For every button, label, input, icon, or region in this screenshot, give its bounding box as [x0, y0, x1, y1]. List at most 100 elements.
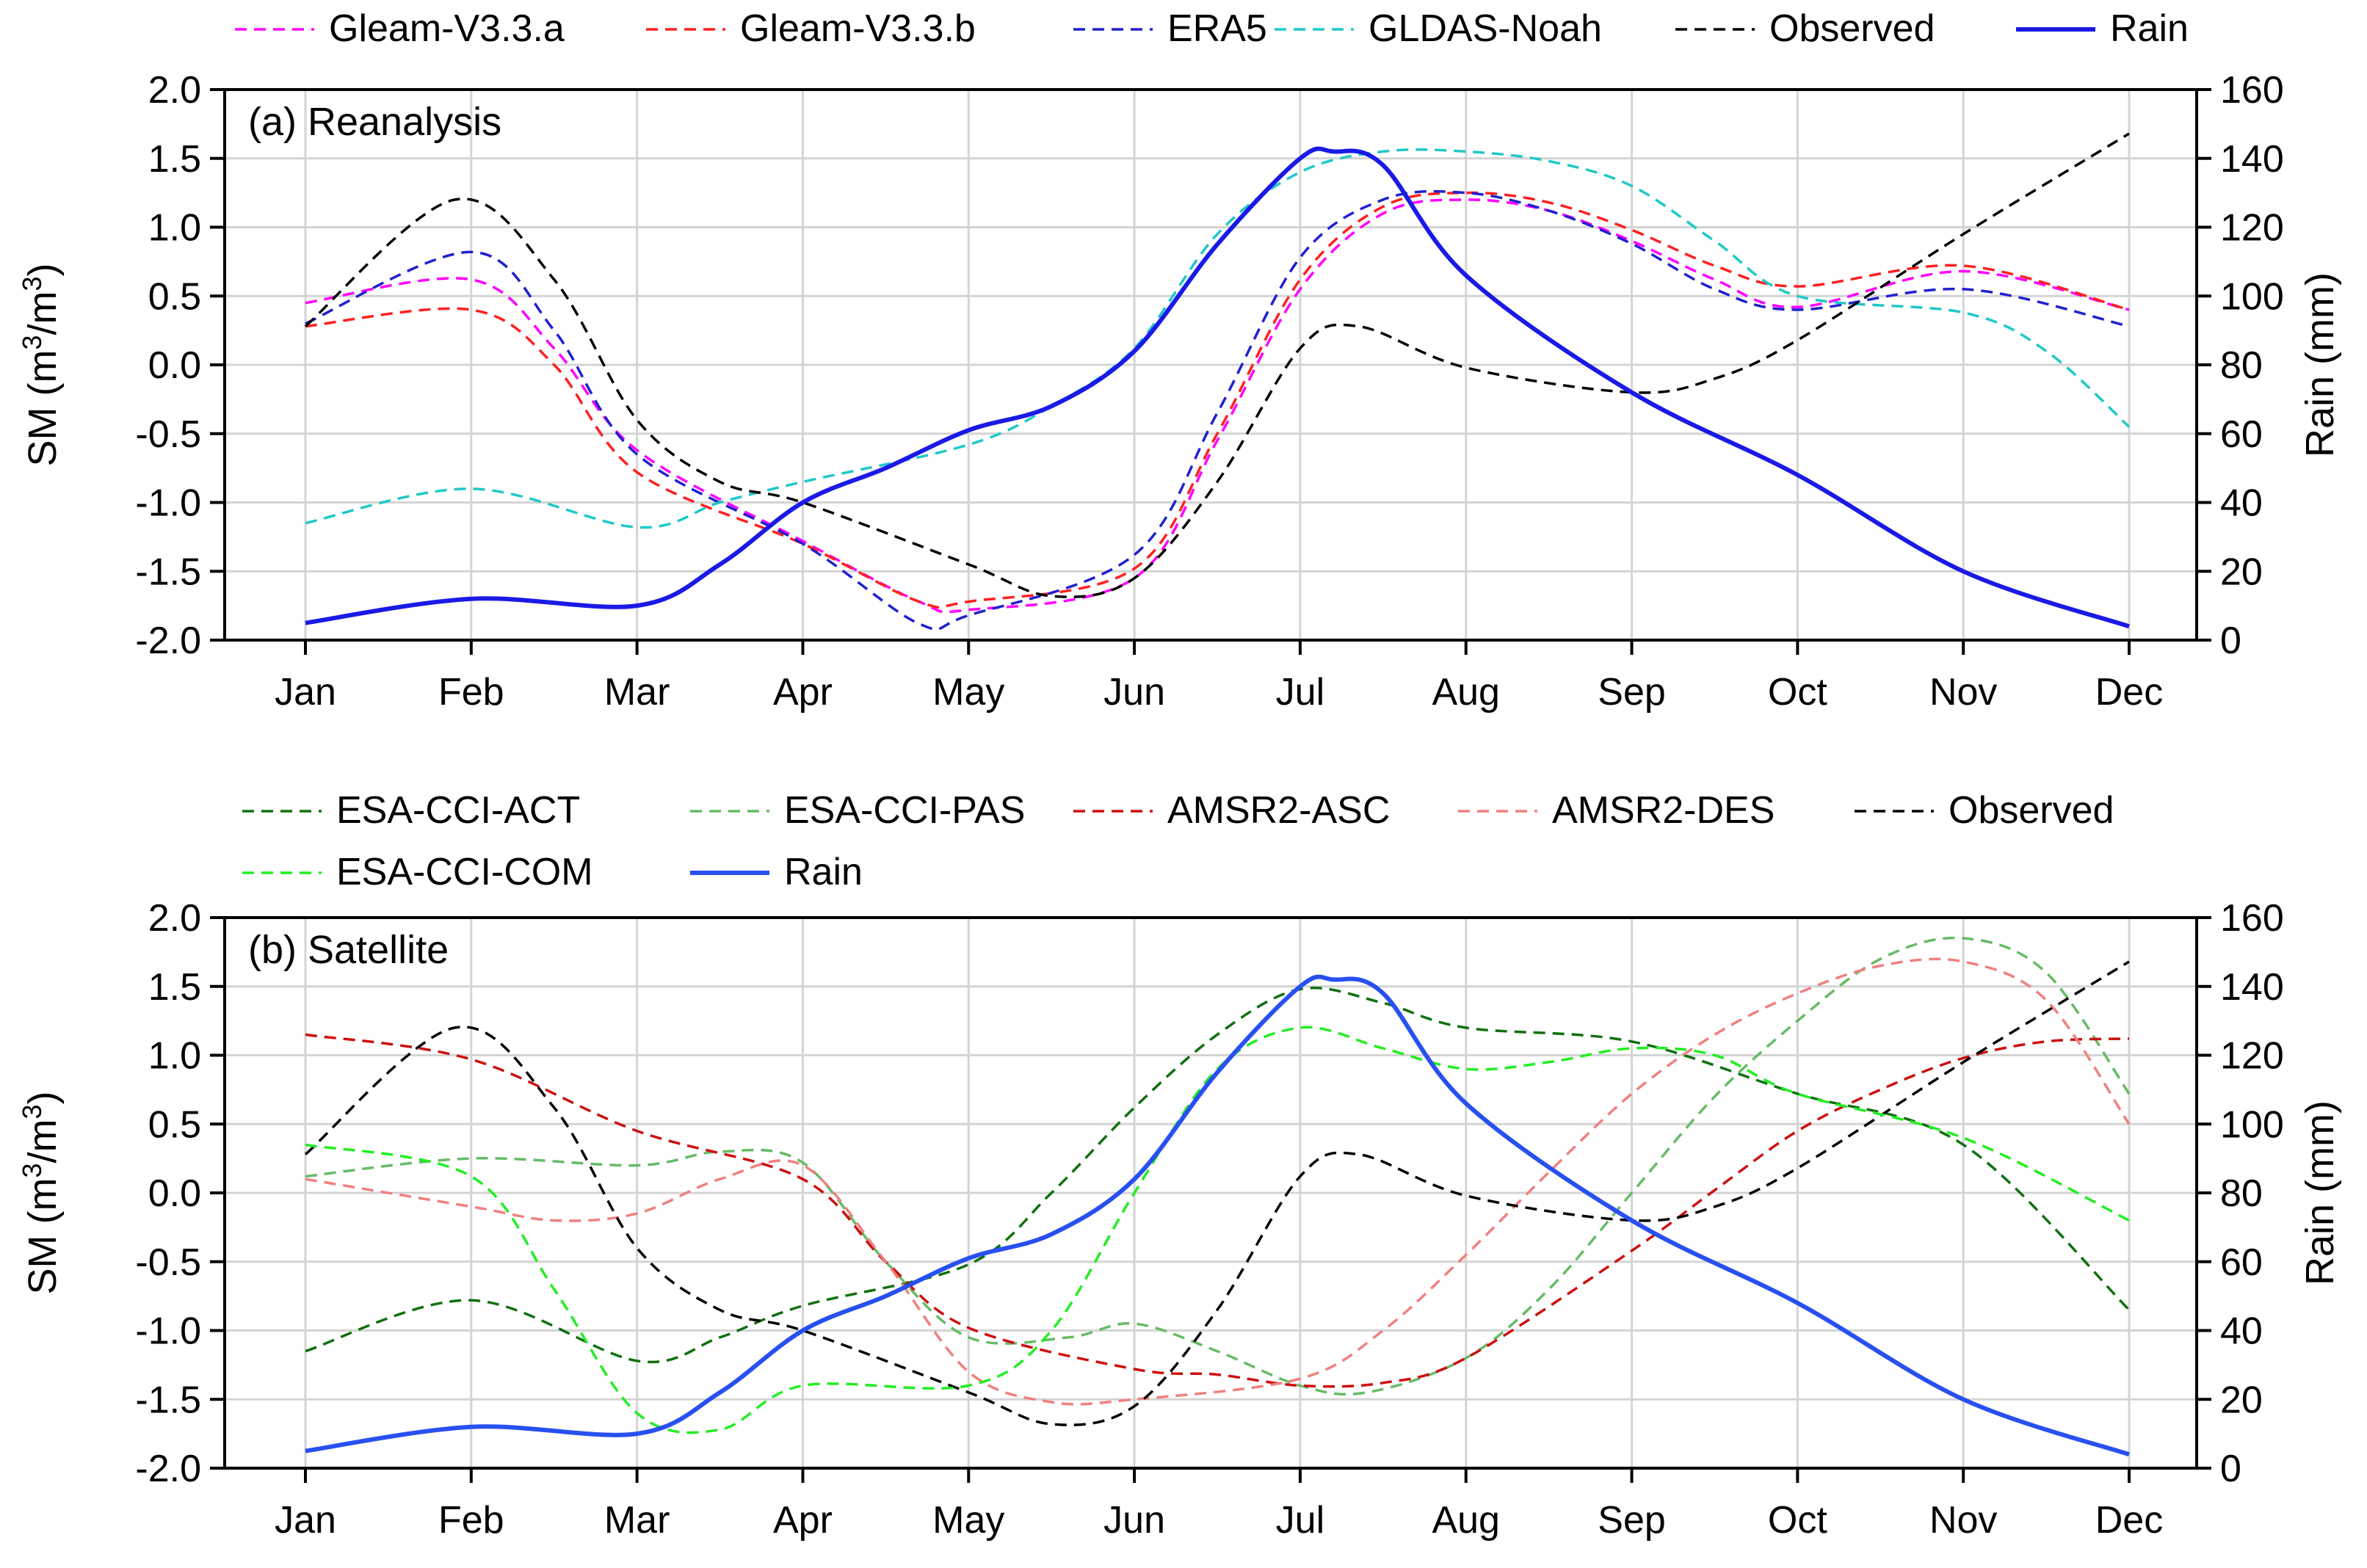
legend-label: ESA-CCI-PAS: [784, 789, 1025, 832]
y-tick-label: -0.5: [135, 1241, 201, 1284]
y-tick-label: -2.0: [135, 620, 201, 662]
y2-tick-label: 20: [2220, 1379, 2263, 1421]
y-tick-label: 0.5: [148, 275, 201, 318]
y2-tick-label: 80: [2220, 344, 2263, 387]
legend-label: Observed: [1949, 789, 2114, 832]
x-tick-label: Jan: [275, 671, 336, 714]
x-tick-label: Dec: [2095, 1499, 2163, 1542]
x-tick-label: Dec: [2095, 671, 2163, 714]
y2-tick-label: 20: [2220, 551, 2263, 593]
series-line-gleam-v3-3-a: [305, 198, 2130, 614]
y-axis-title-part: 3: [17, 1164, 47, 1178]
y-tick-label: 0.5: [148, 1103, 201, 1146]
y2-tick-label: 60: [2220, 413, 2263, 456]
x-tick-label: Apr: [773, 671, 833, 714]
series-line-gleam-v3-3-b: [305, 191, 2130, 609]
legend-label: AMSR2-ASC: [1167, 789, 1390, 832]
y2-axis-title: Rain (mm): [2298, 272, 2342, 457]
y-tick-label: 0.0: [148, 344, 201, 387]
x-tick-label: Aug: [1432, 671, 1500, 714]
y-axis-title-part: ): [21, 263, 65, 276]
y-axis-title: SM (m3/m3): [17, 263, 65, 466]
y-axis-title-part: ): [21, 1091, 65, 1104]
panel-title: (a) Reanalysis: [248, 100, 501, 144]
y2-tick-label: 160: [2220, 897, 2284, 940]
y2-tick-label: 160: [2220, 69, 2284, 112]
y2-tick-label: 40: [2220, 1310, 2263, 1353]
series-line-rain: [305, 146, 2130, 629]
y2-tick-label: 120: [2220, 1035, 2284, 1078]
y-axis-title-part: SM (m: [21, 1178, 65, 1295]
x-tick-label: Feb: [438, 671, 504, 714]
x-tick-label: Aug: [1432, 1499, 1500, 1542]
y-tick-label: -1.0: [135, 482, 201, 525]
x-tick-label: Jan: [275, 1499, 336, 1542]
y-tick-label: 0.0: [148, 1172, 201, 1215]
y2-tick-label: 0: [2220, 620, 2241, 662]
y2-tick-label: 140: [2220, 138, 2284, 181]
legend-label: Rain: [2110, 7, 2189, 50]
x-tick-label: Mar: [604, 1499, 670, 1542]
legend-label: Rain: [784, 851, 863, 893]
series-line-observed: [304, 960, 2130, 1426]
y2-tick-label: 80: [2220, 1172, 2263, 1215]
x-tick-label: Nov: [1929, 671, 1997, 714]
legend-label: GLDAS-Noah: [1369, 7, 1602, 50]
y2-tick-label: 100: [2220, 1103, 2284, 1146]
x-tick-label: May: [932, 1499, 1004, 1542]
series-line-observed: [304, 132, 2130, 598]
x-tick-label: Jul: [1276, 671, 1324, 714]
y2-axis-title: Rain (mm): [2298, 1100, 2342, 1285]
y-tick-label: -1.5: [135, 551, 201, 593]
x-tick-label: Jun: [1103, 1499, 1165, 1542]
x-tick-label: Mar: [604, 671, 670, 714]
series-line-esa-cci-pas: [305, 936, 2131, 1396]
x-tick-label: May: [932, 671, 1004, 714]
legend-label: ESA-CCI-ACT: [336, 789, 580, 832]
y2-tick-label: 120: [2220, 207, 2284, 250]
panel-reanalysis: Jan Feb Mar Apr May Jun Jul Aug Sep Oct Nov Dec 2.0 1…: [17, 7, 2343, 714]
y2-tick-label: 140: [2220, 966, 2284, 1009]
y-tick-label: 1.0: [148, 1035, 201, 1078]
y-tick-label: 2.0: [148, 897, 201, 940]
y-tick-label: 1.0: [148, 207, 201, 250]
y-tick-label: -2.0: [135, 1448, 201, 1490]
y-tick-label: -1.0: [135, 1310, 201, 1353]
y-axis-title-part: SM (m: [21, 350, 65, 467]
panel-title: (b) Satellite: [248, 928, 449, 972]
y-tick-label: 1.5: [148, 966, 201, 1009]
y2-tick-label: 60: [2220, 1241, 2263, 1284]
series-line-rain: [305, 974, 2130, 1457]
y-axis-title-part: 3: [17, 335, 47, 350]
x-tick-label: Sep: [1598, 671, 1666, 714]
x-tick-label: Apr: [773, 1499, 833, 1542]
y-tick-label: -1.5: [135, 1379, 201, 1421]
y2-tick-label: 40: [2220, 482, 2263, 525]
y-tick-label: 2.0: [148, 69, 201, 112]
y-axis-title-part: 3: [17, 1104, 47, 1119]
legend-label: AMSR2-DES: [1552, 789, 1775, 832]
y2-tick-label: 100: [2220, 275, 2284, 318]
legend-label: ESA-CCI-COM: [336, 851, 593, 893]
x-tick-label: Oct: [1768, 671, 1827, 714]
x-tick-label: Jul: [1276, 1499, 1324, 1542]
series-line-amsr2-des: [305, 957, 2131, 1406]
x-tick-label: Sep: [1598, 1499, 1666, 1542]
legend-label: Gleam-V3.3.a: [329, 7, 565, 50]
legend-label: Observed: [1769, 7, 1935, 50]
y-axis-title-part: /m: [21, 291, 65, 335]
legend-label: Gleam-V3.3.b: [740, 7, 976, 50]
legend-label: ERA5: [1167, 7, 1267, 50]
series-line-esa-cci-com: [305, 1026, 2130, 1434]
y-tick-label: -0.5: [135, 413, 201, 456]
y-axis-title-part: 3: [17, 276, 47, 291]
y-axis-title-part: /m: [21, 1119, 65, 1164]
panel-satellite: Jan Feb Mar Apr May Jun Jul Aug Sep Oct Nov Dec 2.0 1…: [17, 789, 2343, 1542]
x-tick-label: Nov: [1929, 1499, 1997, 1542]
y2-tick-label: 0: [2220, 1448, 2241, 1490]
x-tick-label: Feb: [438, 1499, 504, 1542]
y-axis-title: SM (m3/m3): [17, 1091, 65, 1294]
x-tick-label: Oct: [1768, 1499, 1827, 1542]
y-tick-label: 1.5: [148, 138, 201, 181]
